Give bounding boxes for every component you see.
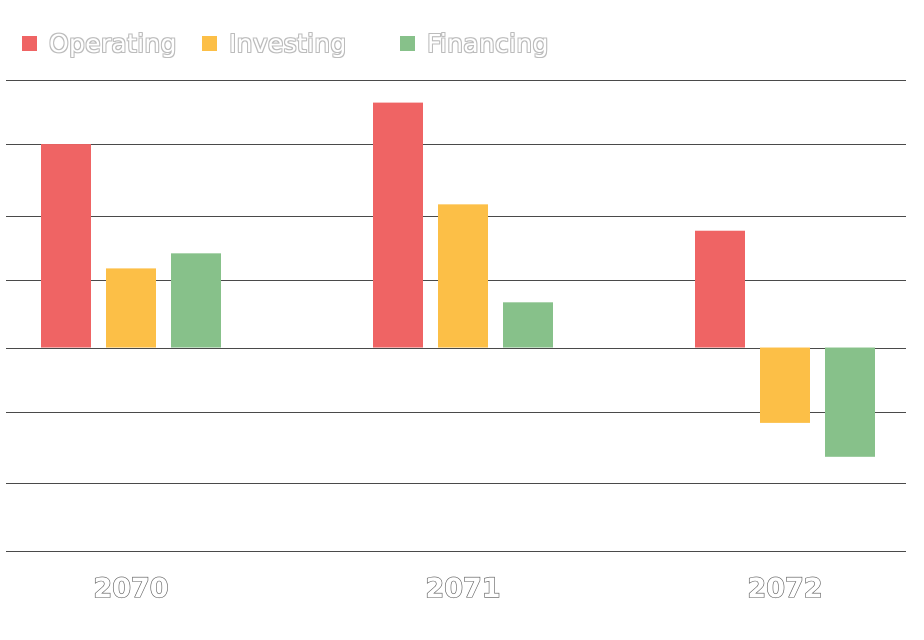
legend-item-investing: Investing <box>202 26 347 60</box>
bars <box>41 102 875 457</box>
bar-operating-2072 <box>695 230 745 348</box>
bar-financing-2071 <box>503 302 553 348</box>
legend-swatch-investing <box>202 35 217 51</box>
legend-item-financing: Financing <box>400 26 549 60</box>
bar-financing-2070 <box>171 253 221 348</box>
bar-operating-2070 <box>41 144 91 348</box>
legend-swatch-operating <box>22 35 37 51</box>
legend-label-investing: Investing <box>229 28 347 58</box>
bar-investing-2072 <box>760 347 810 423</box>
legend-label-financing: Financing <box>427 28 549 58</box>
legend-item-operating: Operating <box>22 26 177 60</box>
bar-investing-2071 <box>438 204 488 348</box>
bar-financing-2072 <box>825 347 875 457</box>
x-tick-label-2071: 2071 <box>425 573 500 604</box>
legend-swatch-financing <box>400 35 415 51</box>
bar-operating-2071 <box>373 102 423 348</box>
x-axis-labels: 2070 2071 2072 <box>93 572 823 604</box>
x-tick-label-2072: 2072 <box>747 573 822 604</box>
bar-investing-2070 <box>106 268 156 348</box>
x-tick-label-2070: 2070 <box>93 573 168 604</box>
legend-label-operating: Operating <box>49 28 177 58</box>
